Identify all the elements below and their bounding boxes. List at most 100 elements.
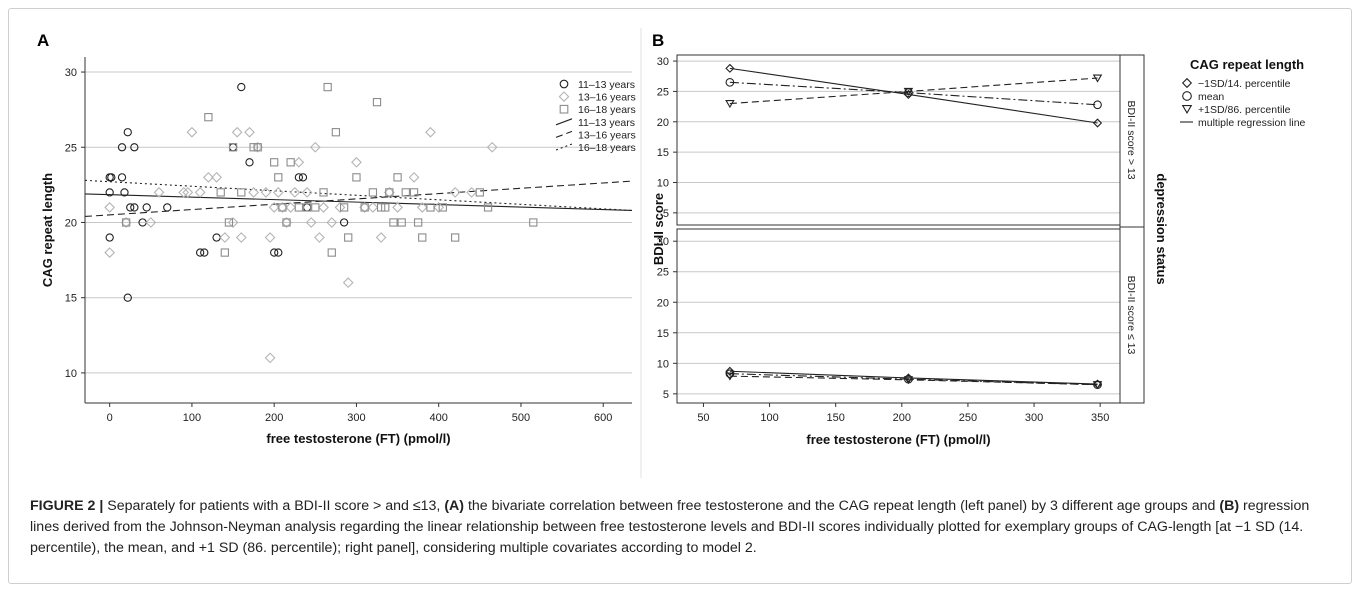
chart-b-point <box>903 376 914 385</box>
chart-a-point <box>375 232 387 243</box>
chart-a-point <box>393 173 402 182</box>
caption-tag-a: (A) <box>444 498 465 514</box>
chart-a-legend-label: 13–16 years <box>578 92 636 104</box>
chart-b-series-line <box>729 375 1098 386</box>
chart-b-facet-strip <box>1119 54 1145 404</box>
chart-a-point <box>120 188 129 197</box>
chart-a-point <box>368 188 378 197</box>
chart-a-point <box>360 203 369 212</box>
chart-a-point <box>302 203 312 212</box>
chart-a-point <box>235 232 247 243</box>
chart-b-x-tick-label: 300 <box>1025 412 1043 424</box>
chart-a-point <box>433 202 445 213</box>
chart-a-regression-line <box>84 180 633 218</box>
chart-a-point <box>228 143 238 152</box>
chart-a-point <box>123 293 132 302</box>
chart-a-point <box>298 173 308 182</box>
chart-b-point <box>725 99 735 109</box>
chart-a-point <box>268 202 280 213</box>
chart-a-regression-line <box>84 179 633 211</box>
chart-a-point <box>227 217 239 228</box>
chart-a-point <box>204 113 213 122</box>
caption-tag-b: (B) <box>1219 498 1240 514</box>
chart-a-x-tick-label: 400 <box>430 412 448 424</box>
chart-b-y-tick-label: 15 <box>657 328 669 340</box>
chart-b-y-tick-label: 25 <box>657 267 669 279</box>
chart-a-point <box>367 202 379 213</box>
chart-b-legend-label: mean <box>1198 91 1224 103</box>
chart-a-point <box>117 143 127 152</box>
chart-a-point <box>237 82 246 92</box>
chart-a-point <box>244 126 255 138</box>
chart-a-point <box>311 203 320 212</box>
chart-a-point <box>248 187 260 198</box>
chart-b-legend-title: CAG repeat length <box>1190 57 1304 72</box>
chart-b-legend-marker <box>1182 91 1192 101</box>
chart-b-facet-label-lower: BDI-II score ≤ 13 <box>1125 276 1137 355</box>
chart-a-y-tick-label: 10 <box>65 368 77 380</box>
chart-a-point <box>372 97 382 107</box>
chart-b-legend-label: +1SD/86. percentile <box>1198 104 1291 116</box>
chart-b-y-tick-label: 5 <box>663 208 669 220</box>
chart-a-point <box>409 188 419 197</box>
chart-a-point <box>105 188 114 197</box>
chart-b-point <box>903 89 913 100</box>
chart-a-point <box>264 352 276 364</box>
chart-a-point <box>486 141 498 153</box>
chart-b-legend-label: −1SD/14. percentile <box>1198 78 1291 90</box>
chart-a-x-axis-title: free testosterone (FT) (pmol/l) <box>266 431 450 446</box>
chart-a-x-tick-label: 200 <box>265 412 283 424</box>
chart-a-point <box>264 232 276 243</box>
chart-a-point <box>294 203 304 212</box>
chart-b-point <box>725 372 735 381</box>
chart-a-point <box>212 233 221 242</box>
chart-a-point <box>331 128 341 137</box>
chart-a-legend-marker <box>559 104 569 114</box>
chart-a-point <box>178 187 190 198</box>
chart-a-regression-line <box>84 193 633 211</box>
chart-a-point <box>318 202 329 213</box>
chart-a-legend-label: 16–18 years <box>578 142 636 154</box>
chart-a-legend-marker <box>558 91 570 102</box>
chart-a-point <box>130 203 139 212</box>
chart-a-point <box>145 217 157 228</box>
chart-b-x-tick-label: 350 <box>1091 412 1109 424</box>
chart-a-legend-label: 16–18 years <box>578 104 636 116</box>
chart-a-point <box>196 248 205 257</box>
chart-a-point <box>224 218 234 227</box>
chart-a-legend-line <box>555 118 573 126</box>
chart-a-point <box>216 188 225 197</box>
chart-a-point <box>425 126 436 138</box>
chart-a-x-tick-label: 300 <box>347 412 365 424</box>
figure-caption: FIGURE 2 | Separately for patients with … <box>30 496 1340 559</box>
caption-text-2: the bivariate correlation between free t… <box>464 498 1220 514</box>
chart-b-point <box>903 87 914 96</box>
chart-b-y-tick-label: 25 <box>657 86 669 98</box>
chart-b-x-tick-label: 150 <box>827 412 845 424</box>
chart-a-point <box>272 187 284 198</box>
chart-a-legend-label: 11–13 years <box>578 79 635 91</box>
chart-b-y-tick-label: 20 <box>657 297 669 309</box>
chart-a-point <box>344 233 353 242</box>
chart-b-series-line <box>729 81 1098 106</box>
chart-a-point <box>438 203 447 212</box>
chart-b-point <box>1092 381 1103 390</box>
caption-text-3: regression lines derived from the Johnso… <box>30 498 1310 556</box>
chart-a-point <box>314 232 325 243</box>
chart-a-point <box>319 188 328 197</box>
chart-b-y-tick-label: 30 <box>657 236 669 248</box>
chart-a-point <box>483 203 493 212</box>
chart-a-point <box>475 188 484 197</box>
chart-a-legend-marker <box>559 79 569 89</box>
chart-a-point <box>451 233 460 242</box>
chart-a-point <box>182 187 194 198</box>
chart-a-point <box>282 218 291 227</box>
chart-a-point <box>104 247 116 258</box>
chart-a-legend-label: 13–16 years <box>578 129 636 141</box>
chart-a-point <box>381 203 390 212</box>
chart-b-x-tick-label: 200 <box>893 412 911 424</box>
chart-b-line: 5 10 15 20 25 30 5 10 15 20 25 30 50 100 150 200 250 300 3… <box>651 54 1306 447</box>
chart-a-point <box>418 233 427 242</box>
chart-a-point <box>413 218 423 227</box>
